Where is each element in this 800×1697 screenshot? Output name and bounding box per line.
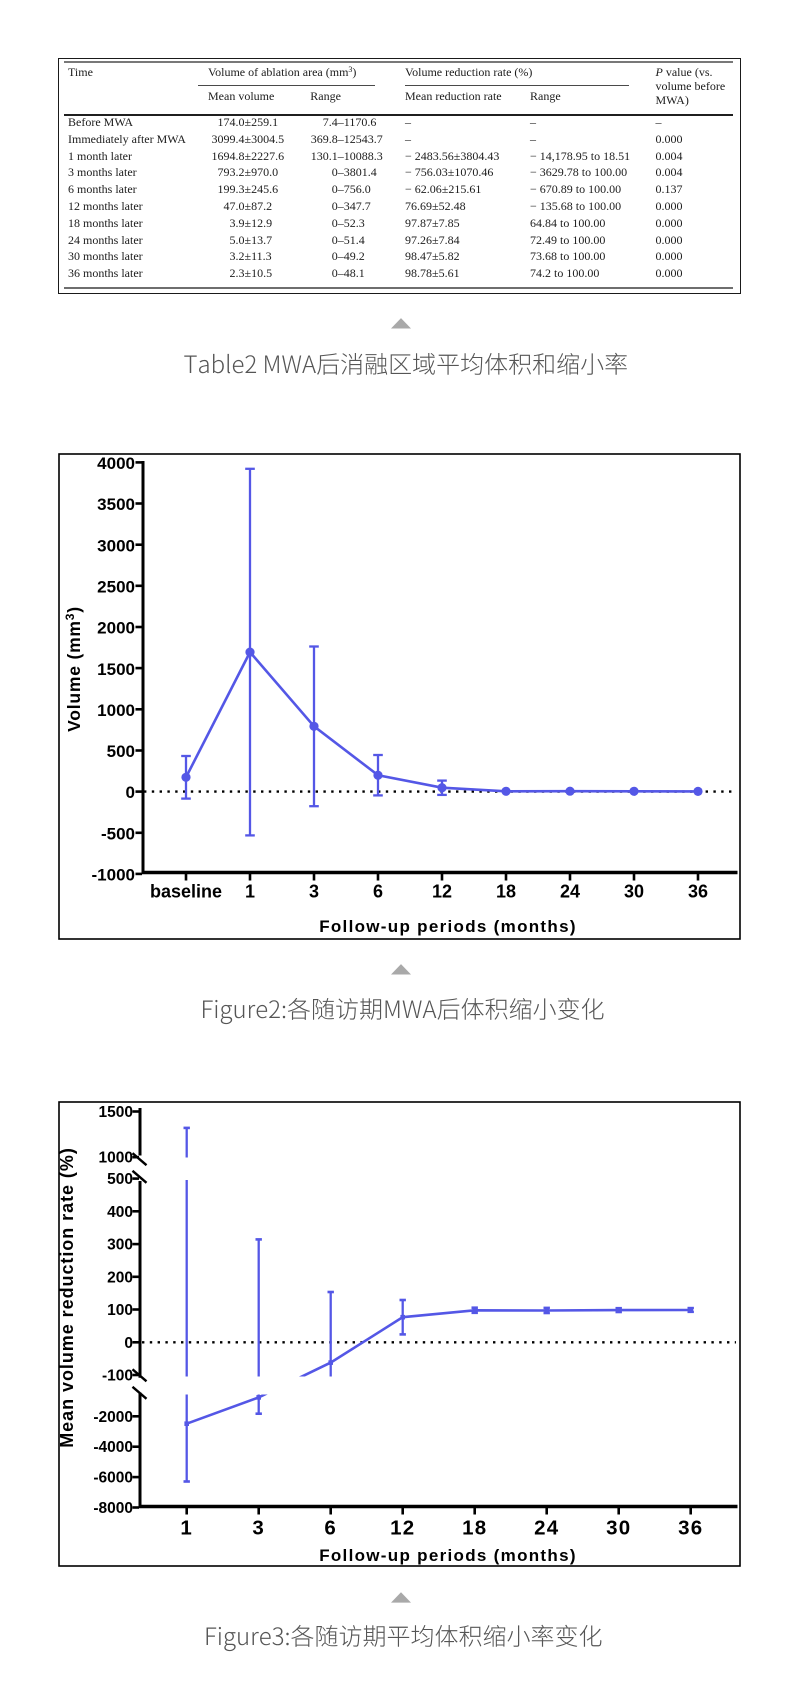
svg-text:500: 500: [107, 1171, 133, 1188]
svg-text:6: 6: [324, 1516, 337, 1539]
svg-text:2000: 2000: [97, 619, 135, 638]
svg-text:3500: 3500: [97, 495, 135, 514]
svg-text:36: 36: [688, 881, 708, 901]
svg-text:100: 100: [107, 1302, 133, 1319]
svg-text:1: 1: [245, 881, 255, 901]
svg-text:1500: 1500: [99, 1104, 133, 1121]
svg-text:-500: -500: [101, 824, 135, 843]
svg-text:Follow-up periods (months): Follow-up periods (months): [319, 1546, 577, 1565]
svg-text:12: 12: [390, 1516, 415, 1539]
svg-text:-100: -100: [102, 1368, 133, 1385]
svg-text:18: 18: [496, 881, 516, 901]
svg-text:24: 24: [534, 1516, 559, 1539]
svg-text:3: 3: [252, 1516, 265, 1539]
svg-text:36: 36: [678, 1516, 703, 1539]
svg-text:-8000: -8000: [93, 1500, 133, 1517]
svg-text:4000: 4000: [97, 454, 135, 473]
svg-text:-4000: -4000: [93, 1439, 133, 1456]
svg-text:200: 200: [107, 1269, 133, 1286]
svg-text:30: 30: [624, 881, 644, 901]
svg-text:-6000: -6000: [93, 1470, 133, 1487]
svg-text:30: 30: [606, 1516, 631, 1539]
svg-text:400: 400: [107, 1204, 133, 1221]
svg-text:0: 0: [124, 1335, 133, 1352]
svg-text:3: 3: [309, 881, 319, 901]
svg-text:3000: 3000: [97, 536, 135, 555]
svg-text:18: 18: [462, 1516, 487, 1539]
svg-text:1000: 1000: [97, 701, 135, 720]
svg-text:0: 0: [126, 783, 135, 802]
svg-text:Mean volume reduction rate (%): Mean volume reduction rate (%): [57, 1147, 77, 1448]
svg-text:1000: 1000: [99, 1150, 133, 1167]
svg-text:Volume (mm3): Volume (mm3): [63, 606, 84, 732]
svg-text:1: 1: [180, 1516, 193, 1539]
svg-text:1500: 1500: [97, 660, 135, 679]
svg-text:2500: 2500: [97, 577, 135, 596]
svg-text:300: 300: [107, 1237, 133, 1254]
svg-text:baseline: baseline: [150, 881, 222, 901]
svg-text:12: 12: [432, 881, 452, 901]
svg-text:6: 6: [373, 881, 383, 901]
svg-text:24: 24: [560, 881, 580, 901]
svg-text:-2000: -2000: [93, 1409, 133, 1426]
svg-text:-1000: -1000: [92, 866, 135, 885]
svg-text:500: 500: [107, 742, 135, 761]
svg-text:Follow-up periods (months): Follow-up periods (months): [319, 917, 577, 936]
